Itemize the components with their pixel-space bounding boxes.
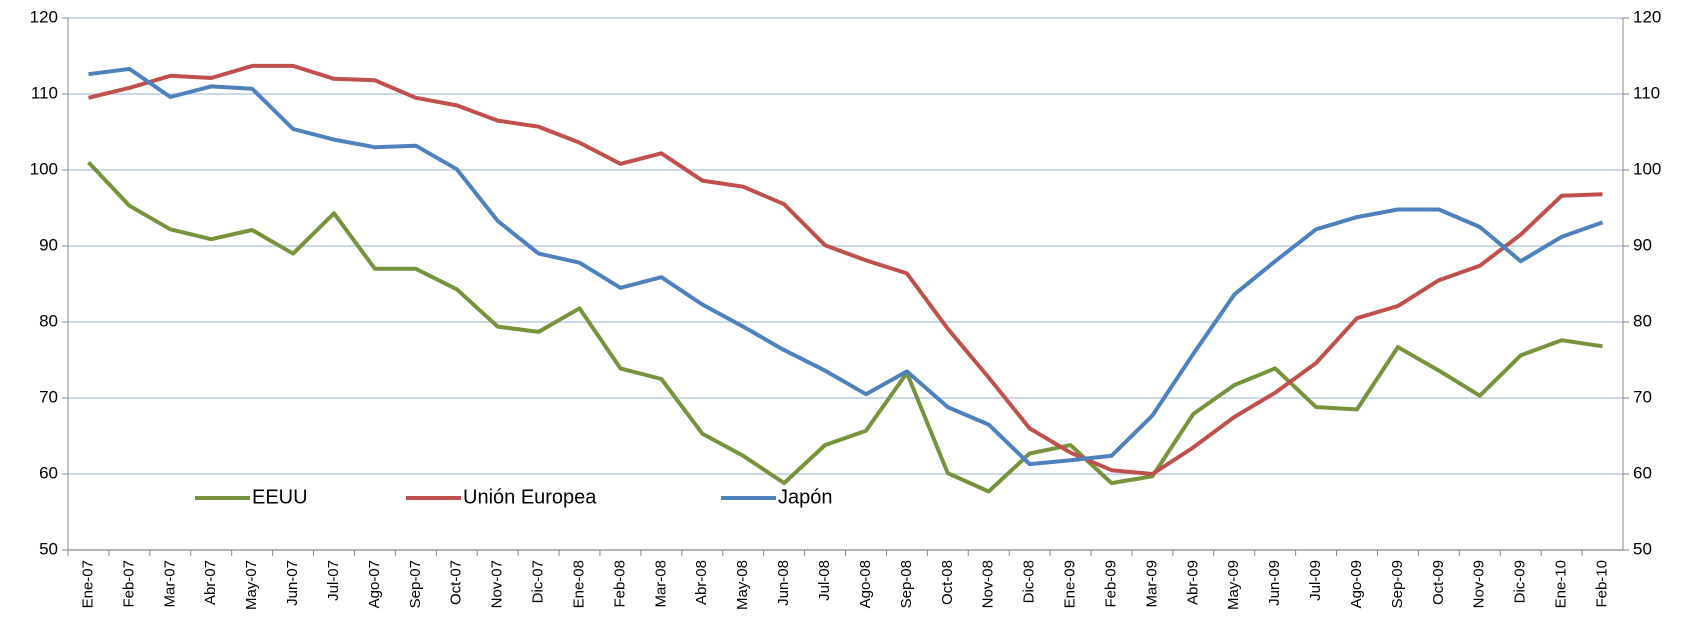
x-tick-label: May-08 <box>734 560 751 610</box>
y-tick-label: 80 <box>39 311 58 330</box>
series-line <box>88 66 1604 467</box>
y-tick-label: 110 <box>31 83 58 102</box>
x-tick-label: Ago-09 <box>1348 560 1365 608</box>
x-tick-label: Jun-09 <box>1266 560 1283 606</box>
y2-tick-label: 60 <box>1633 463 1652 482</box>
legend-label: EEUU <box>252 486 308 508</box>
x-tick-label: Sep-08 <box>898 560 915 608</box>
y-tick-label: 50 <box>39 539 58 558</box>
x-tick-label: Abr-08 <box>693 560 710 605</box>
legend-label: Unión Europea <box>463 486 597 508</box>
y2-tick-label: 100 <box>1633 159 1661 178</box>
x-tick-label: Ago-08 <box>857 560 874 608</box>
x-tick-label: Jul-08 <box>816 560 833 601</box>
x-tick-label: Oct-07 <box>448 560 465 605</box>
y2-tick-label: 70 <box>1633 387 1652 406</box>
x-tick-label: May-09 <box>1225 560 1242 610</box>
y2-tick-label: 50 <box>1633 539 1652 558</box>
y2-tick-label: 110 <box>1633 83 1660 102</box>
series-line <box>88 63 1603 476</box>
y-tick-label: 100 <box>30 159 58 178</box>
y2-tick-label: 80 <box>1633 311 1652 330</box>
x-tick-label: Abr-09 <box>1184 560 1201 605</box>
x-tick-label: Mar-07 <box>161 560 178 608</box>
y-tick-label: 90 <box>39 235 58 254</box>
x-tick-label: Feb-10 <box>1594 560 1611 608</box>
y-tick-label: 120 <box>30 7 58 26</box>
x-tick-label: Jul-09 <box>1307 560 1324 601</box>
x-tick-label: Sep-07 <box>407 560 424 608</box>
x-tick-label: Feb-09 <box>1102 560 1119 608</box>
y-tick-label: 70 <box>39 387 58 406</box>
x-tick-label: Ago-07 <box>366 560 383 608</box>
x-tick-label: Sep-09 <box>1389 560 1406 608</box>
x-tick-label: Nov-07 <box>489 560 506 608</box>
x-tick-label: Dic-08 <box>1021 560 1038 603</box>
x-tick-label: Dic-09 <box>1512 560 1529 603</box>
series-line <box>87 161 1603 494</box>
x-tick-label: Abr-07 <box>202 560 219 605</box>
legend-label: Japón <box>778 486 833 508</box>
x-tick-label: Oct-08 <box>939 560 956 605</box>
x-tick-label: Oct-09 <box>1430 560 1447 605</box>
x-tick-label: Ene-08 <box>570 560 587 608</box>
x-tick-label: Ene-10 <box>1553 560 1570 608</box>
x-tick-label: Mar-09 <box>1143 560 1160 608</box>
x-tick-label: Feb-07 <box>120 560 137 608</box>
y2-tick-label: 120 <box>1633 7 1661 26</box>
x-tick-label: Mar-08 <box>652 560 669 608</box>
x-tick-label: Nov-08 <box>980 560 997 608</box>
x-tick-label: Nov-09 <box>1471 560 1488 608</box>
x-tick-label: Jun-07 <box>284 560 301 606</box>
x-tick-label: Feb-08 <box>611 560 628 608</box>
y-tick-label: 60 <box>39 463 58 482</box>
x-tick-label: Jun-08 <box>775 560 792 606</box>
y2-tick-label: 90 <box>1633 235 1652 254</box>
x-tick-label: Ene-09 <box>1062 560 1079 608</box>
x-tick-label: Jul-07 <box>325 560 342 601</box>
x-tick-label: Ene-07 <box>79 560 96 608</box>
x-tick-label: Dic-07 <box>530 560 547 603</box>
x-tick-label: May-07 <box>243 560 260 610</box>
